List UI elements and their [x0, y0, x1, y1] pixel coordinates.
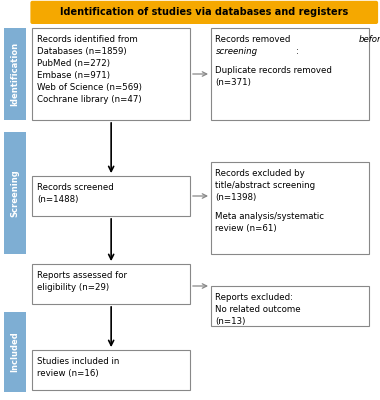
- Text: Reports excluded:: Reports excluded:: [215, 293, 293, 302]
- FancyBboxPatch shape: [211, 28, 369, 120]
- Text: Records screened: Records screened: [37, 183, 114, 192]
- Text: Records identified from: Records identified from: [37, 35, 138, 44]
- FancyBboxPatch shape: [32, 264, 190, 304]
- FancyBboxPatch shape: [4, 28, 26, 120]
- FancyBboxPatch shape: [211, 286, 369, 326]
- Text: screening: screening: [215, 47, 258, 56]
- Text: Studies included in: Studies included in: [37, 357, 119, 366]
- Text: Screening: Screening: [10, 169, 19, 217]
- Text: Records excluded by: Records excluded by: [215, 169, 305, 178]
- Text: review (n=16): review (n=16): [37, 369, 98, 378]
- Text: review (n=61): review (n=61): [215, 224, 277, 234]
- Text: (n=1488): (n=1488): [37, 195, 78, 204]
- FancyBboxPatch shape: [30, 1, 378, 24]
- Text: Records removed: Records removed: [215, 35, 294, 44]
- Text: Reports assessed for: Reports assessed for: [37, 271, 127, 280]
- Text: eligibility (n=29): eligibility (n=29): [37, 283, 109, 292]
- Text: Web of Science (n=569): Web of Science (n=569): [37, 83, 142, 92]
- Text: No related outcome: No related outcome: [215, 305, 301, 314]
- Text: Embase (n=971): Embase (n=971): [37, 71, 110, 80]
- Text: title/abstract screening: title/abstract screening: [215, 181, 315, 190]
- Text: Identification: Identification: [10, 42, 19, 106]
- FancyBboxPatch shape: [4, 312, 26, 392]
- Text: (n=13): (n=13): [215, 317, 246, 326]
- Text: Meta analysis/systematic: Meta analysis/systematic: [215, 212, 325, 222]
- Text: (n=371): (n=371): [215, 78, 251, 88]
- Text: Included: Included: [10, 332, 19, 372]
- Text: before: before: [359, 35, 380, 44]
- FancyBboxPatch shape: [211, 162, 369, 254]
- Text: Duplicate records removed: Duplicate records removed: [215, 66, 332, 76]
- Text: PubMed (n=272): PubMed (n=272): [37, 59, 110, 68]
- FancyBboxPatch shape: [4, 132, 26, 254]
- Text: :: :: [296, 47, 299, 56]
- Text: Cochrane library (n=47): Cochrane library (n=47): [37, 95, 141, 104]
- FancyBboxPatch shape: [32, 28, 190, 120]
- Text: Identification of studies via databases and registers: Identification of studies via databases …: [60, 8, 348, 18]
- Text: (n=1398): (n=1398): [215, 193, 257, 202]
- Text: Databases (n=1859): Databases (n=1859): [37, 47, 127, 56]
- FancyBboxPatch shape: [32, 176, 190, 216]
- FancyBboxPatch shape: [32, 350, 190, 390]
